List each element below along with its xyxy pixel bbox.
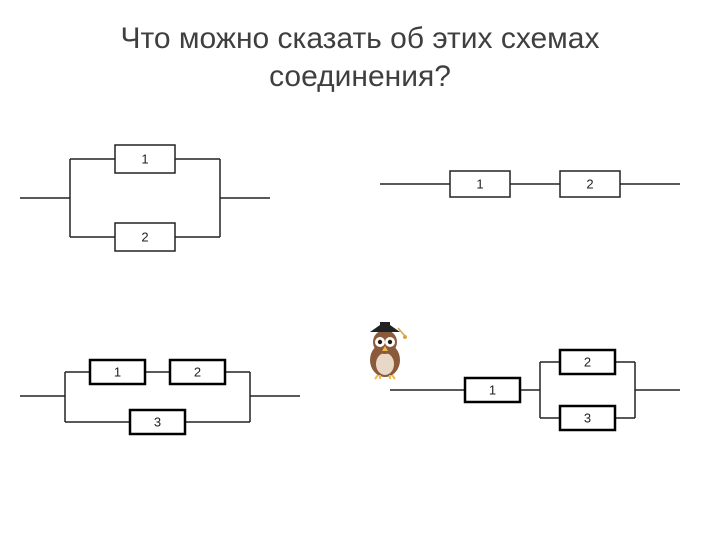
- resistor-label: 3: [154, 414, 161, 429]
- resistor-label: 1: [114, 364, 121, 379]
- circuit-series-2: 12: [360, 105, 720, 305]
- resistor-label: 1: [476, 176, 483, 191]
- circuit-series-parallel-3: 1 2 3: [0, 320, 360, 520]
- resistor-label: 1: [141, 151, 148, 166]
- diagram-top-right: 12: [360, 105, 720, 320]
- circuit-series-then-parallel-3: 1 2 3: [360, 320, 720, 520]
- resistor-label: 1: [489, 382, 496, 397]
- diagram-top-left: 12: [0, 105, 360, 320]
- diagram-grid: 12 12 123 123: [0, 105, 720, 535]
- circuit-parallel-2: 12: [0, 105, 360, 305]
- resistor-label: 2: [584, 354, 591, 369]
- resistor-label: 3: [584, 410, 591, 425]
- title-line-2: соединения?: [269, 60, 451, 93]
- diagram-bottom-left: 1 2 3: [0, 320, 360, 535]
- title-line-1: Что можно сказать об этих схемах: [120, 22, 599, 55]
- resistor-label: 2: [141, 229, 148, 244]
- page-title: Что можно сказать об этих схемах соедине…: [0, 0, 720, 105]
- resistor-label: 2: [194, 364, 201, 379]
- owl-icon: [360, 320, 410, 380]
- resistor-label: 2: [586, 176, 593, 191]
- diagram-bottom-right: 1 2 3: [360, 320, 720, 535]
